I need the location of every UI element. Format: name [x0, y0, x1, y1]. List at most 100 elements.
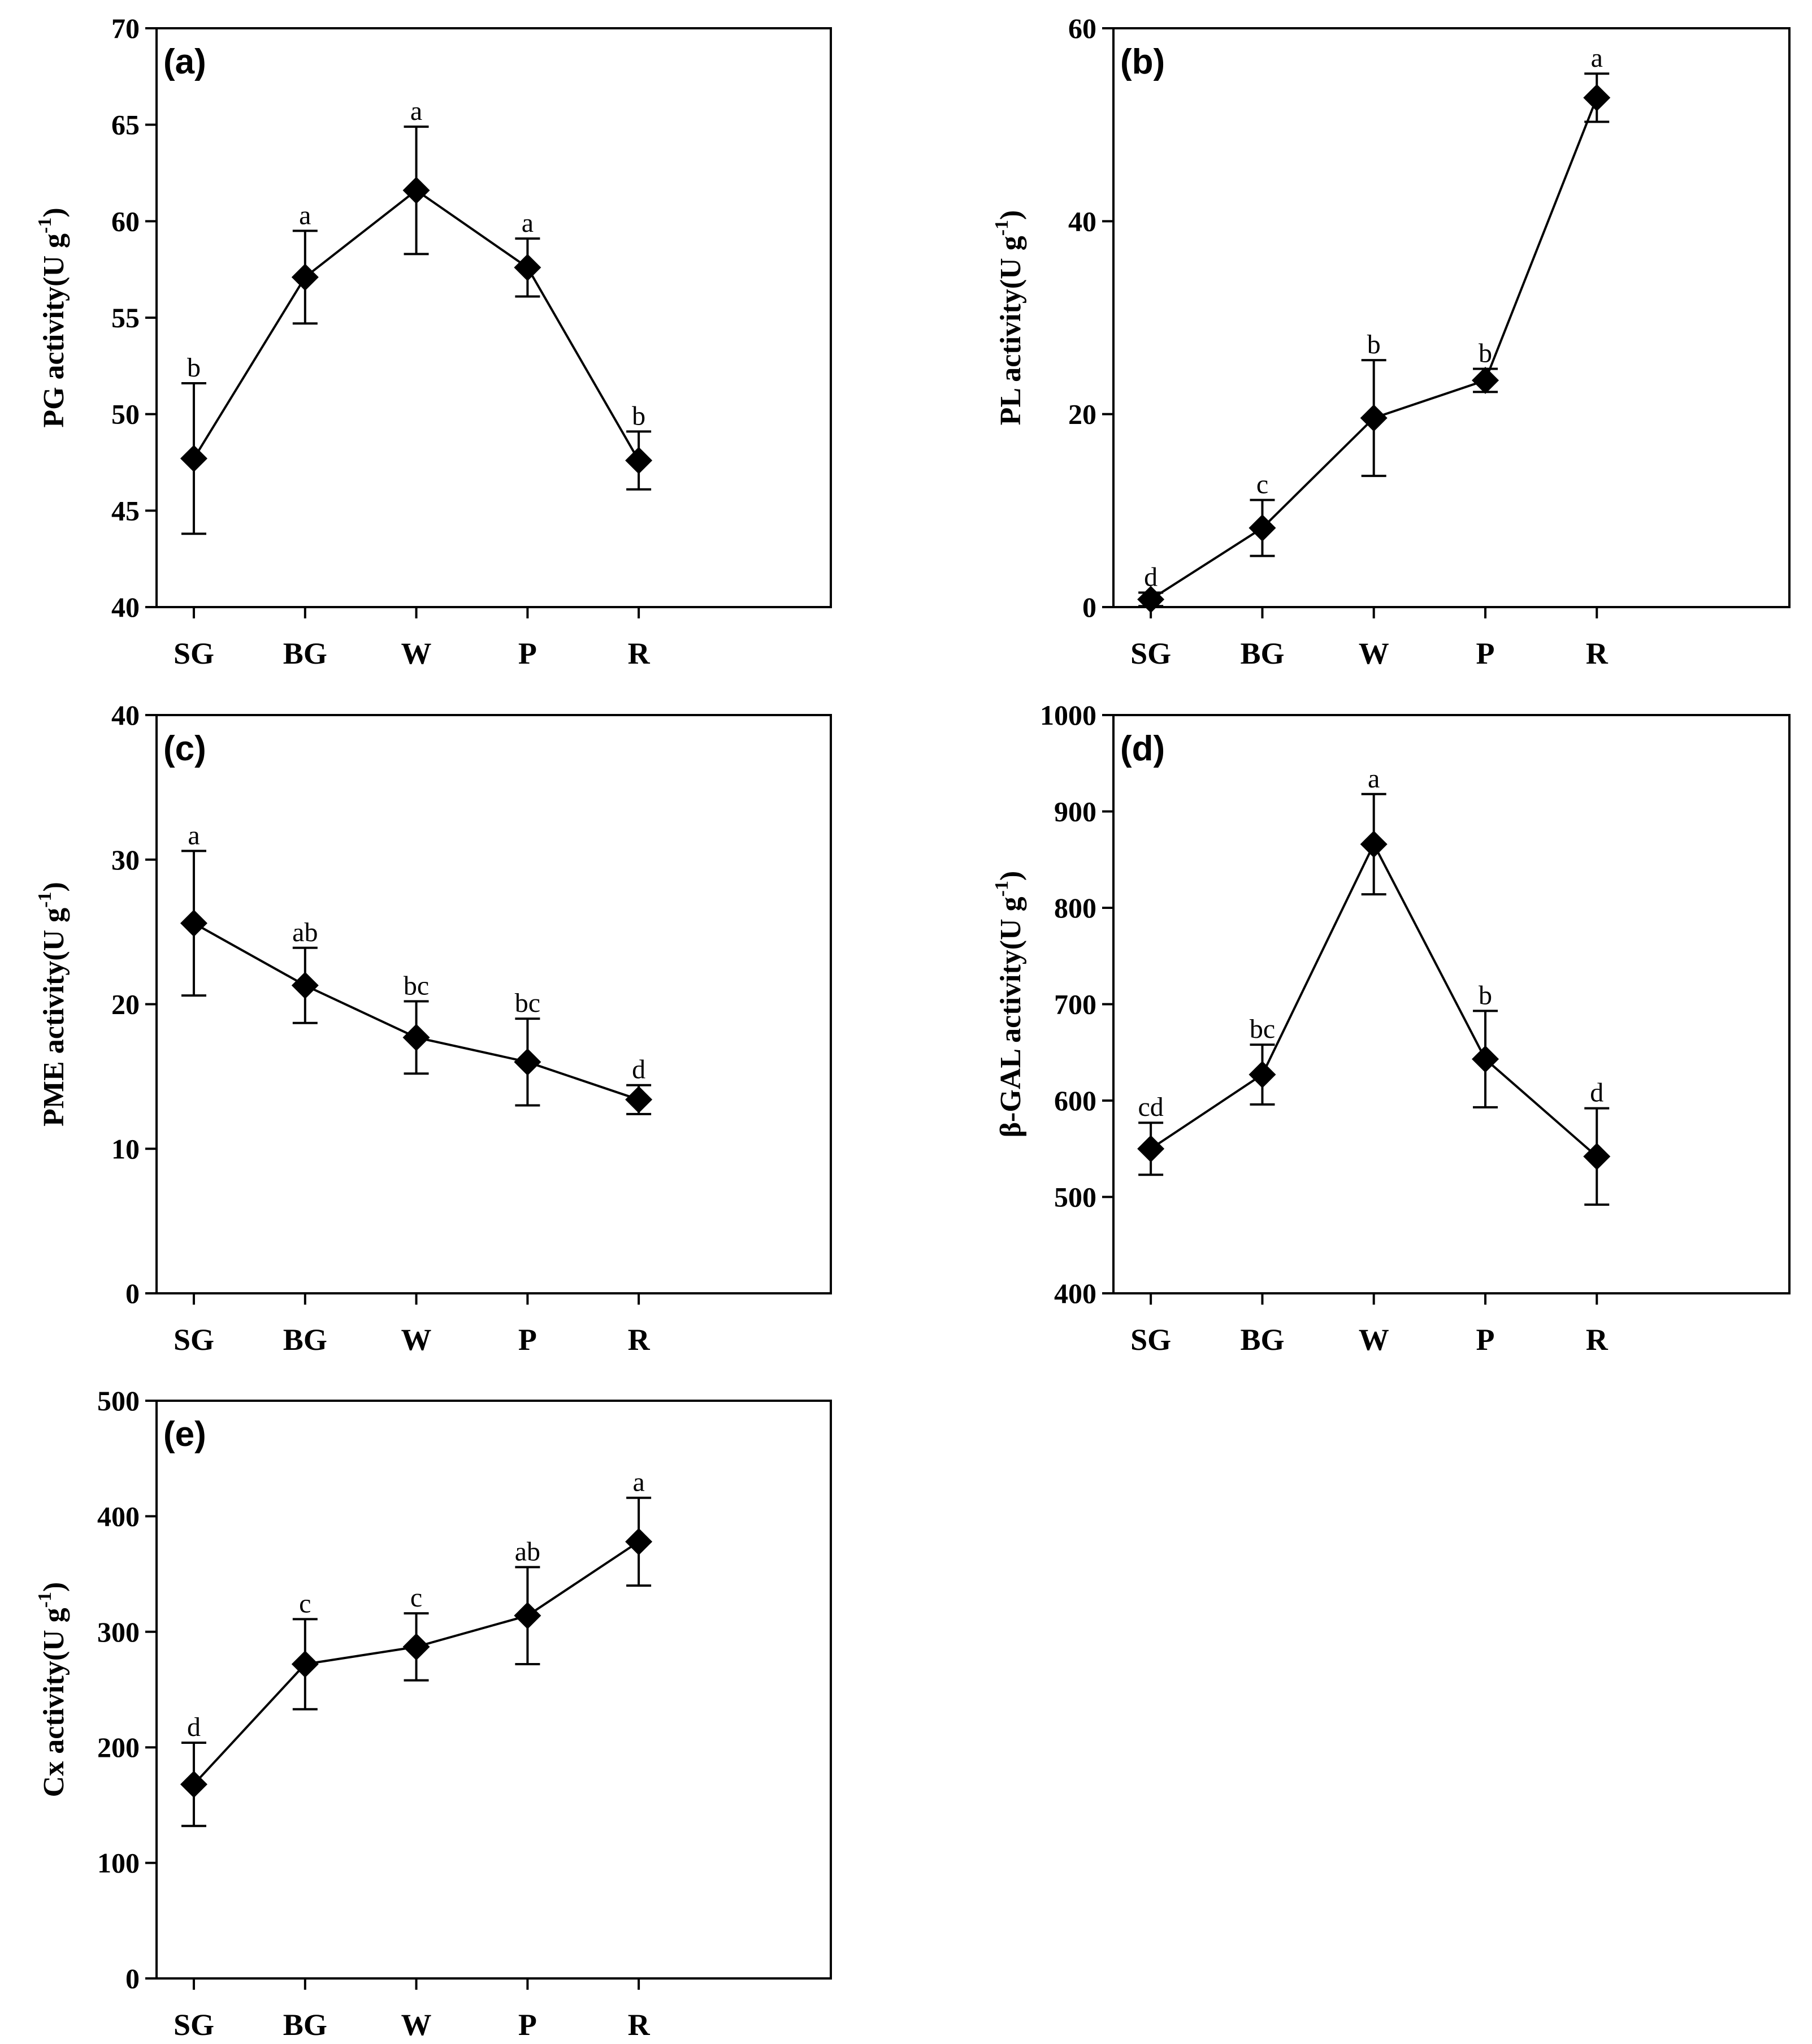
- panel-b-data-point: [1137, 586, 1165, 613]
- panel-c-tag: (c): [163, 729, 206, 768]
- panel-d-y-tick-label: 1000: [1040, 699, 1096, 731]
- panel-b-significance-label: a: [1591, 43, 1603, 73]
- panel-e-data-point: [291, 1651, 319, 1678]
- panel-e-significance-label: a: [632, 1467, 644, 1497]
- panel-c-significance-label: a: [188, 820, 200, 850]
- panel-b-x-tick-label: W: [1359, 636, 1389, 670]
- panel-a-y-tick-label: 45: [111, 495, 140, 526]
- panel-e-y-tick-label: 400: [97, 1500, 140, 1532]
- panel-d-y-tick-label: 700: [1054, 989, 1096, 1020]
- panel-d-data-point: [1583, 1142, 1611, 1170]
- panel-b-x-tick-label: BG: [1240, 636, 1284, 670]
- panel-e-y-tick-label: 300: [97, 1616, 140, 1648]
- panel-b-data-point: [1472, 366, 1499, 394]
- panel-d-x-tick-label: R: [1586, 1323, 1609, 1357]
- panel-d-x-tick-label: P: [1476, 1323, 1495, 1357]
- panel-b-y-axis-title-sup: -1: [991, 220, 1012, 236]
- panel-c-data-point: [625, 1086, 653, 1114]
- panel-a-y-tick-label: 60: [111, 205, 140, 237]
- panel-d-y-axis-title-sup: -1: [991, 881, 1012, 897]
- panel-d-data-point: [1360, 830, 1388, 858]
- panel-c-significance-label: bc: [404, 971, 429, 1001]
- panel-c-y-axis-title: PME activity(U g-1): [34, 882, 70, 1127]
- panel-c-y-tick-label: 30: [111, 844, 140, 876]
- panel-a-y-tick-label: 70: [111, 12, 140, 44]
- panel-a-x-tick-label: P: [518, 636, 537, 670]
- panel-b-significance-label: d: [1144, 562, 1158, 592]
- panel-d-y-tick-label: 600: [1054, 1085, 1096, 1116]
- panel-a-data-point: [625, 447, 653, 474]
- panel-d-y-tick-label: 800: [1054, 892, 1096, 924]
- panel-a-y-tick-label: 50: [111, 399, 140, 430]
- panel-b-y-tick-label: 40: [1068, 205, 1096, 237]
- panel-d-tag: (d): [1120, 729, 1165, 768]
- panel-c-y-axis-title-close: ): [38, 882, 70, 891]
- panel-b-y-axis-title-text: PL activity(U g: [995, 236, 1027, 425]
- panel-d-x-tick-label: BG: [1240, 1323, 1284, 1357]
- panel-d-y-tick-label: 400: [1054, 1278, 1096, 1309]
- panel-a-tag: (a): [163, 42, 206, 81]
- panel-e-y-tick-label: 0: [125, 1963, 140, 1994]
- panel-d-x-tick-label: W: [1359, 1323, 1389, 1357]
- panel-c-y-axis-title-sup: -1: [34, 891, 55, 907]
- panel-a-plot-frame: [155, 27, 832, 608]
- panel-c-x-tick-label: P: [518, 1323, 537, 1357]
- panel-b-x-tick-label: P: [1476, 636, 1495, 670]
- panel-a-x-tick-label: SG: [174, 636, 214, 670]
- panel-b-data-point: [1249, 514, 1276, 542]
- panel-c-data-point: [180, 910, 207, 937]
- panel-b: 0 20 40 60 SG BG W P R PL activity(U g-1) (b) d c b b a: [991, 12, 1791, 670]
- panel-e-y-axis-title: Cx activity(U g-1): [34, 1582, 70, 1798]
- panel-c-significance-label: d: [632, 1055, 645, 1085]
- panel-b-tag: (b): [1120, 42, 1165, 81]
- panel-e-significance-label: ab: [515, 1536, 540, 1566]
- panel-b-significance-label: c: [1256, 470, 1268, 500]
- panel-d-data-point: [1472, 1045, 1499, 1073]
- panel-e-y-axis-title-close: ): [38, 1582, 70, 1592]
- panel-a-significance-label: a: [522, 208, 534, 238]
- panel-c-x-tick-label: R: [628, 1323, 651, 1357]
- panel-e: 0 100 200 300 400 500 SG BG W P R Cx activity(U g-1…: [34, 1385, 832, 2042]
- panel-b-x-tick-label: R: [1586, 636, 1609, 670]
- panel-e-data-point: [625, 1528, 653, 1556]
- panel-c-data-point: [514, 1048, 541, 1076]
- panel-e-plot-frame: [155, 1400, 832, 1980]
- panel-c-x-tick-label: SG: [174, 1323, 214, 1357]
- panel-b-y-axis-title: PL activity(U g-1): [991, 210, 1027, 426]
- panel-a: 40 45 50 55 60 65 70 SG BG W P R PG activity(U g-1) (…: [34, 12, 832, 670]
- panel-d-data-point: [1137, 1135, 1165, 1163]
- panel-a-data-point: [514, 254, 541, 282]
- panel-e-y-tick-label: 200: [97, 1731, 140, 1763]
- panel-a-y-axis-title-text: PG activity(U g: [38, 233, 70, 428]
- panel-c-plot-frame: [155, 714, 832, 1294]
- panel-d-significance-label: b: [1479, 980, 1492, 1010]
- panel-e-x-tick-label: P: [518, 2008, 537, 2042]
- panel-a-y-tick-label: 65: [111, 109, 140, 141]
- panel-b-significance-label: b: [1367, 330, 1381, 360]
- panel-d-y-axis-title: β-GAL activity(U g-1): [991, 871, 1027, 1138]
- panel-d-significance-label: a: [1368, 764, 1380, 794]
- panel-c-y-tick-label: 40: [111, 699, 140, 731]
- panel-d: 400 500 600 700 800 900 1000 SG BG W P Rβ-GAL activ…: [991, 699, 1791, 1357]
- panel-d-plot-frame: [1112, 714, 1791, 1294]
- panel-c-data-point: [291, 972, 319, 999]
- panel-d-significance-label: d: [1590, 1078, 1603, 1108]
- panel-a-significance-label: a: [410, 96, 422, 126]
- panel-a-x-tick-label: BG: [283, 636, 327, 670]
- panel-c-significance-label: bc: [515, 988, 540, 1018]
- panel-b-y-tick-label: 60: [1068, 12, 1096, 44]
- panel-b-significance-label: b: [1479, 338, 1492, 368]
- panel-a-y-axis-title: PG activity(U g-1): [34, 207, 70, 427]
- panel-a-data-point: [402, 176, 430, 204]
- panel-b-x-tick-label: SG: [1130, 636, 1171, 670]
- panel-c-y-tick-label: 0: [125, 1278, 140, 1309]
- panel-e-y-tick-label: 500: [97, 1385, 140, 1417]
- panel-e-x-tick-label: BG: [283, 2008, 327, 2042]
- panel-b-y-axis-title-close: ): [995, 210, 1027, 220]
- panel-e-significance-label: c: [410, 1583, 422, 1613]
- panel-b-y-tick-label: 20: [1068, 399, 1096, 430]
- panel-c-y-tick-label: 20: [111, 989, 140, 1020]
- panel-b-plot-frame: [1112, 27, 1791, 608]
- panel-d-significance-label: bc: [1250, 1014, 1275, 1044]
